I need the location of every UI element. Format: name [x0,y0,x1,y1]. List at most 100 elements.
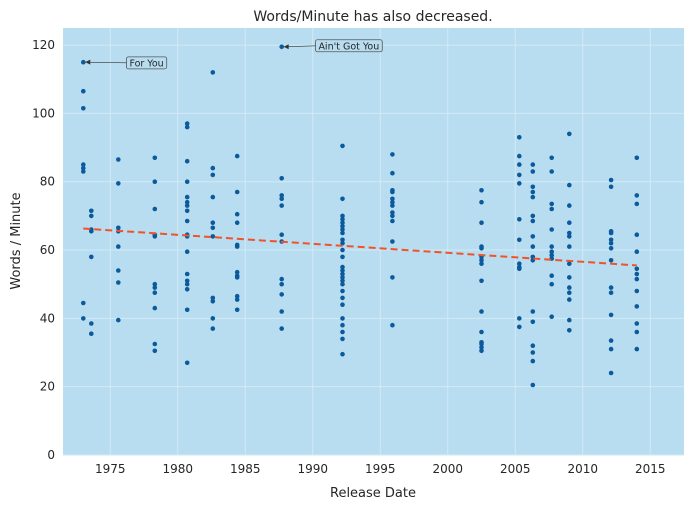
data-point-209 [608,370,614,376]
data-point-222 [634,346,640,352]
data-point-73 [234,297,240,302]
data-point-61 [210,316,216,321]
data-point-22 [116,317,121,323]
data-point-139 [479,345,484,350]
data-point-161 [530,244,536,249]
data-point-40 [184,203,190,208]
data-point-59 [210,295,216,301]
data-point-28 [152,281,158,287]
data-point-27 [152,234,158,239]
data-point-127 [479,199,484,205]
data-point-93 [340,227,345,232]
y-tick-label-80: 80 [40,175,55,189]
data-point-134 [479,278,484,284]
annotation-label-1: Ain't Got You [318,41,379,52]
data-point-160 [530,234,536,239]
data-point-177 [549,252,554,258]
data-point-6 [81,300,86,306]
data-point-74 [234,307,240,313]
data-point-204 [608,285,614,290]
data-point-133 [479,261,484,267]
annotations: For You Ain't Got You [85,39,383,69]
data-point-29 [152,285,158,290]
data-point-7 [81,316,86,321]
x-tick-label-2000: 2000 [432,462,463,476]
data-point-142 [517,153,522,159]
data-point-117 [390,196,395,202]
data-point-66 [234,220,240,225]
data-point-220 [634,321,640,326]
y-tick-label-100: 100 [32,106,55,120]
data-point-9 [89,213,94,219]
data-point-141 [517,135,522,140]
annotation-arrowhead-1 [283,44,289,50]
data-point-193 [567,297,572,302]
data-point-97 [340,247,345,253]
data-point-201 [608,240,614,246]
annotation-arrowhead-0 [85,59,91,65]
data-point-202 [608,246,614,251]
data-point-119 [390,203,395,208]
data-point-36 [184,158,190,164]
data-point-216 [634,271,640,277]
data-point-8 [89,208,94,214]
x-axis-ticks: 1975 1980 1985 1990 1995 2000 2005 2010 2015 [95,462,666,476]
data-point-192 [567,290,572,296]
data-point-56 [210,220,216,225]
data-point-13 [89,321,94,326]
x-tick-label-1980: 1980 [162,462,193,476]
data-point-157 [530,194,536,200]
data-point-150 [517,266,522,272]
data-point-37 [184,179,190,184]
data-point-215 [634,266,640,272]
data-point-143 [517,162,522,167]
data-point-77 [279,193,285,198]
data-point-64 [234,189,240,195]
data-point-1 [81,88,86,94]
data-point-50 [184,307,190,313]
data-point-76 [279,176,285,181]
data-point-179 [549,273,554,279]
data-point-100 [340,268,345,273]
data-point-25 [152,206,158,212]
data-point-140 [479,348,484,354]
data-point-122 [390,218,395,224]
data-point-45 [184,249,190,254]
x-tick-label-1975: 1975 [95,462,126,476]
data-point-124 [390,275,395,280]
data-point-80 [279,232,285,237]
data-point-165 [530,319,536,325]
grid-lines [63,28,684,456]
data-point-110 [340,329,345,335]
data-point-208 [608,346,614,352]
annotation-arrow-0 [85,61,127,64]
data-point-155 [530,184,536,190]
data-point-112 [340,351,345,357]
data-point-102 [340,275,345,280]
x-tick-label-1985: 1985 [230,462,261,476]
data-point-147 [517,237,522,243]
x-tick-label-1990: 1990 [297,462,328,476]
data-point-39 [184,199,190,205]
data-point-88 [340,196,345,202]
data-point-199 [608,230,614,236]
data-point-107 [340,302,345,308]
data-point-116 [390,189,395,195]
data-point-16 [116,181,121,186]
data-point-12 [89,254,94,260]
data-point-190 [567,275,572,280]
data-point-105 [340,288,345,294]
data-point-23 [152,155,158,161]
data-point-46 [184,271,190,277]
data-point-180 [549,281,554,287]
data-point-213 [634,232,640,237]
data-point-24 [152,179,158,184]
data-point-132 [479,258,484,263]
data-point-130 [479,246,484,251]
data-point-191 [567,285,572,290]
data-point-206 [608,312,614,318]
data-point-95 [340,237,345,243]
data-point-53 [210,165,216,171]
data-point-135 [479,309,484,314]
